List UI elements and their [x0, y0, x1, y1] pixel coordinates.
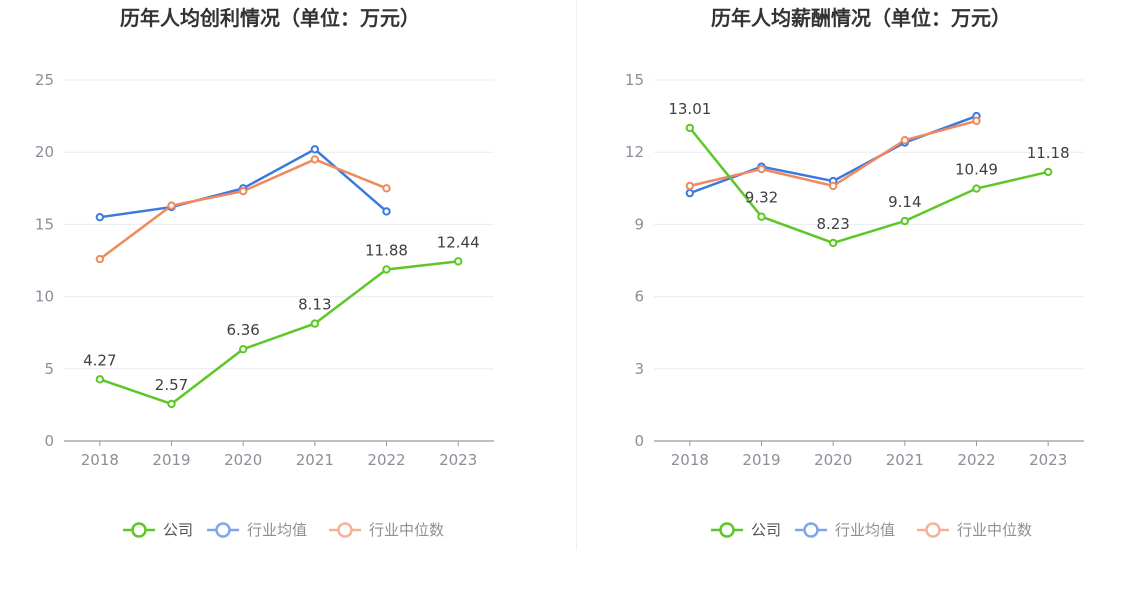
- avg-point: [382, 207, 391, 216]
- legend-label: 行业均值: [247, 521, 307, 539]
- x-tick-label: 2023: [439, 451, 477, 469]
- x-tick-label: 2022: [367, 451, 405, 469]
- y-tick-label: 10: [35, 288, 54, 306]
- legend-label: 行业中位数: [957, 521, 1032, 539]
- x-tick-label: 2021: [296, 451, 334, 469]
- x-tick-label: 2020: [814, 451, 852, 469]
- company-point: [167, 399, 176, 409]
- legend-item-median: 行业中位数: [329, 521, 444, 539]
- legend-circle-icon: [131, 522, 147, 538]
- y-tick-label: 20: [35, 143, 54, 161]
- avg-point: [310, 145, 320, 154]
- company-point: [1043, 167, 1053, 177]
- data-label: 4.27: [83, 351, 116, 369]
- legend-item-median: 行业中位数: [917, 521, 1032, 539]
- company-point: [382, 265, 391, 274]
- legend-item-avg: 行业均值: [795, 521, 895, 539]
- avg-point: [95, 212, 105, 222]
- median-point: [238, 186, 248, 196]
- data-label: 9.14: [888, 193, 921, 211]
- company-point: [310, 319, 320, 328]
- y-tick-label: 9: [634, 215, 644, 233]
- y-tick-label: 0: [44, 432, 54, 450]
- data-label: 8.23: [816, 215, 849, 233]
- median-point: [972, 116, 981, 126]
- median-point: [828, 181, 838, 191]
- median-point: [757, 164, 766, 174]
- legend-label: 公司: [163, 521, 193, 539]
- data-label: 10.49: [955, 161, 998, 179]
- median-point: [382, 184, 391, 193]
- company-point: [95, 375, 105, 384]
- legend-item-company: 公司: [123, 521, 193, 539]
- x-tick-label: 2019: [152, 451, 190, 469]
- y-tick-label: 12: [625, 143, 644, 161]
- data-label: 6.36: [226, 321, 259, 339]
- y-tick-label: 15: [625, 71, 644, 89]
- x-tick-label: 2018: [671, 451, 709, 469]
- company-point: [828, 238, 838, 248]
- company-point: [238, 344, 248, 354]
- data-label: 13.01: [668, 100, 711, 118]
- panel-divider: [576, 0, 577, 550]
- data-label: 12.44: [437, 233, 480, 251]
- y-tick-label: 6: [634, 288, 644, 306]
- y-tick-label: 25: [35, 71, 54, 89]
- median-point: [167, 201, 176, 210]
- chart-title: 历年人均创利情况（单位：万元）: [120, 6, 420, 30]
- median-point: [685, 181, 695, 191]
- legend-item-avg: 行业均值: [207, 521, 307, 539]
- chart-title: 历年人均薪酬情况（单位：万元）: [711, 6, 1011, 30]
- legend-label: 行业中位数: [369, 521, 444, 539]
- company-point: [685, 123, 695, 133]
- legend-circle-icon: [803, 522, 819, 538]
- legend-label: 行业均值: [835, 521, 895, 539]
- company-point: [453, 257, 463, 266]
- y-tick-label: 5: [44, 360, 54, 378]
- x-tick-label: 2023: [1029, 451, 1067, 469]
- legend-circle-icon: [719, 522, 735, 538]
- y-tick-label: 0: [634, 432, 644, 450]
- data-label: 11.88: [365, 241, 408, 259]
- data-label: 8.13: [298, 296, 331, 314]
- median-point: [310, 155, 320, 164]
- x-tick-label: 2018: [81, 451, 119, 469]
- y-tick-label: 3: [634, 360, 644, 378]
- data-label: 9.32: [745, 189, 778, 207]
- x-tick-label: 2020: [224, 451, 262, 469]
- legend-label: 公司: [751, 521, 781, 539]
- avg-point: [685, 188, 695, 198]
- data-label: 11.18: [1027, 144, 1070, 162]
- legend-circle-icon: [925, 522, 941, 538]
- x-tick-label: 2019: [742, 451, 780, 469]
- company-series-line: [688, 127, 1049, 245]
- legend-item-company: 公司: [711, 521, 781, 539]
- company-point: [757, 212, 766, 221]
- median-point: [95, 254, 105, 264]
- legend-circle-icon: [337, 522, 353, 538]
- median-point: [900, 135, 910, 145]
- y-tick-label: 15: [35, 215, 54, 233]
- avg-series-line: [99, 148, 388, 219]
- salary-per-capita-chart: 历年人均薪酬情况（单位：万元） 0 3 6 9 12 15 2018 2019 2020 2021…: [625, 6, 1084, 539]
- data-label: 2.57: [155, 376, 188, 394]
- profit-per-capita-chart: 历年人均创利情况（单位：万元） 0 5 10 15 20 25 2018 2019 2020 20…: [35, 6, 494, 539]
- legend-circle-icon: [215, 522, 231, 538]
- company-series-line: [99, 260, 459, 406]
- company-point: [972, 184, 981, 193]
- company-point: [900, 216, 910, 226]
- x-tick-label: 2022: [957, 451, 995, 469]
- x-tick-label: 2021: [886, 451, 924, 469]
